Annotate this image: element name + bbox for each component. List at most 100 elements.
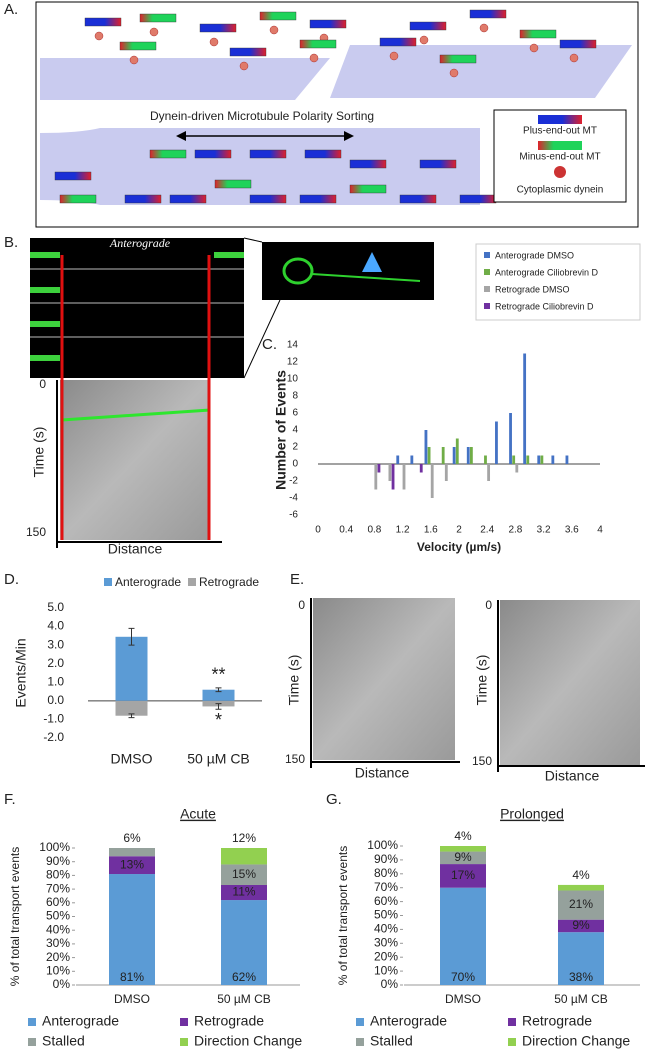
bar xyxy=(509,413,512,464)
y-tick-label: -2 xyxy=(289,476,298,487)
legend-text: Minus-end-out MT xyxy=(519,152,600,163)
y-tick-label: 1.0 xyxy=(47,674,64,688)
legend-swatch xyxy=(104,578,112,586)
value-label: 12% xyxy=(232,831,256,845)
x-tick-label: 50 µM CB xyxy=(187,751,250,767)
bar-segment xyxy=(440,887,486,985)
panel-label: E. xyxy=(290,571,304,588)
panel-label: D. xyxy=(4,571,19,588)
microtubule xyxy=(304,149,342,159)
zoom-line xyxy=(243,237,263,243)
bar xyxy=(487,464,491,481)
bar xyxy=(512,455,516,464)
axon xyxy=(40,128,480,205)
dynein xyxy=(449,68,459,78)
microtubule xyxy=(229,47,267,57)
microtubule xyxy=(139,13,177,23)
y-tick-label: 30% xyxy=(46,936,70,950)
microtubule xyxy=(309,19,347,29)
bar xyxy=(396,455,400,464)
kymograph xyxy=(60,380,210,540)
axis-title: Distance xyxy=(355,765,410,781)
bar xyxy=(523,353,527,464)
microtubule xyxy=(84,17,122,27)
bar-segment xyxy=(109,848,155,857)
microtubule xyxy=(214,179,252,189)
bar-segment xyxy=(109,874,155,985)
legend-swatch xyxy=(28,1038,36,1046)
panel-label: B. xyxy=(4,234,18,251)
bar-segment xyxy=(558,919,604,933)
dynein xyxy=(389,51,399,61)
axis-label: 0 xyxy=(39,377,46,391)
y-tick-label: 14 xyxy=(287,340,299,351)
x-tick-label: 0.8 xyxy=(367,525,381,536)
bar xyxy=(565,455,569,464)
value-label: 81% xyxy=(120,970,144,984)
microtubule xyxy=(59,194,97,204)
bar-segment xyxy=(221,848,267,865)
x-tick-label: 1.6 xyxy=(424,525,438,536)
panel-label: A. xyxy=(4,1,18,18)
microtubule xyxy=(349,159,387,169)
microtubule xyxy=(519,29,557,39)
microtubule xyxy=(439,54,477,64)
y-tick-label: 50% xyxy=(374,908,398,922)
diagram-title: Dynein-driven Microtubule Polarity Sorti… xyxy=(150,109,374,123)
y-tick-label: 100% xyxy=(367,838,398,852)
bar xyxy=(537,455,541,464)
y-tick-label: -1.0 xyxy=(43,712,64,726)
y-axis-title: % of total transport events xyxy=(8,847,22,986)
bar xyxy=(388,464,392,481)
kymograph xyxy=(313,598,455,760)
micrograph xyxy=(262,242,434,300)
bar xyxy=(374,464,378,490)
image-label: Anterograde xyxy=(109,236,171,250)
dynein xyxy=(269,25,279,35)
microtubule xyxy=(259,11,297,21)
axis-label: 150 xyxy=(472,754,492,768)
error-bar xyxy=(215,703,222,710)
y-tick-label: 0 xyxy=(292,459,298,470)
dynein xyxy=(529,43,539,53)
microtubule xyxy=(149,149,187,159)
microtubule xyxy=(249,149,287,159)
x-axis-title: Velocity (µm/s) xyxy=(417,540,501,554)
microtubule xyxy=(54,171,92,181)
bar xyxy=(115,700,148,716)
signal xyxy=(30,287,60,293)
axis-title: Distance xyxy=(545,768,600,784)
axon-signal xyxy=(311,273,421,282)
microtubule xyxy=(469,9,507,19)
diagram-legend xyxy=(493,109,627,203)
panel-label: F. xyxy=(4,791,16,808)
microtubules xyxy=(54,9,597,204)
dynein xyxy=(94,31,104,41)
legend-label: Retrograde xyxy=(522,1013,592,1029)
bar xyxy=(466,447,470,464)
x-tick-label: 1.2 xyxy=(396,525,410,536)
legend-box xyxy=(475,243,641,321)
legend-swatch xyxy=(508,1038,516,1046)
microtubule xyxy=(194,149,232,159)
legend-swatch xyxy=(484,303,490,309)
bar xyxy=(115,636,148,701)
x-tick-label: 0 xyxy=(315,525,321,536)
bar xyxy=(391,464,395,490)
legend-mt xyxy=(538,115,582,124)
dynein xyxy=(569,53,579,63)
y-tick-label: 60% xyxy=(46,895,70,909)
microtubule xyxy=(199,23,237,33)
microtubule xyxy=(169,194,207,204)
y-tick-label: 0% xyxy=(53,977,71,991)
y-tick-label: 20% xyxy=(46,950,70,964)
legend-label: Direction Change xyxy=(194,1033,302,1049)
legend-swatch xyxy=(484,269,490,275)
chart-title: Acute xyxy=(180,806,216,822)
y-tick-label: 2.0 xyxy=(47,656,64,670)
axis-label: 0 xyxy=(485,598,492,612)
y-tick-label: 30% xyxy=(374,935,398,949)
legend-swatch xyxy=(28,1018,36,1026)
bar xyxy=(444,464,448,481)
